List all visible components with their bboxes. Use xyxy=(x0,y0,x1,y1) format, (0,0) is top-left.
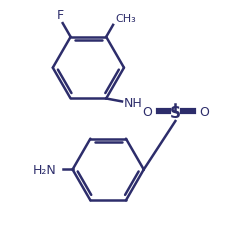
Text: NH: NH xyxy=(124,96,143,110)
Text: H₂N: H₂N xyxy=(33,163,57,176)
Text: S: S xyxy=(170,105,181,120)
Text: O: O xyxy=(199,105,209,118)
Text: F: F xyxy=(57,9,64,22)
Text: CH₃: CH₃ xyxy=(115,14,136,24)
Text: O: O xyxy=(142,105,152,118)
